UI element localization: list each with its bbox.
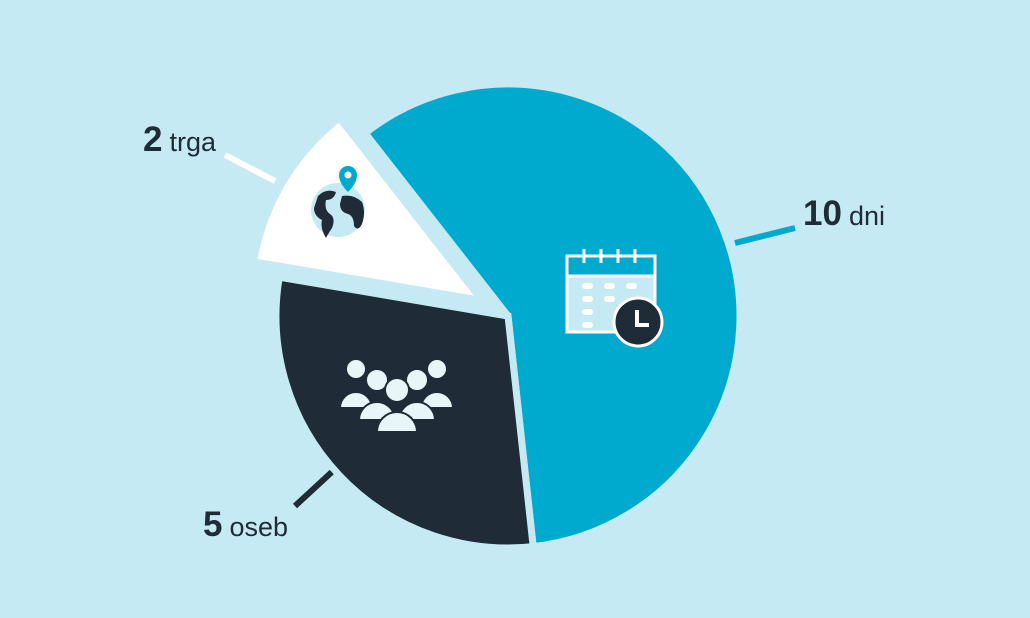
label-oseb: 5 oseb [203, 505, 288, 545]
pie-slice-trga [249, 112, 491, 306]
globe-pin-icon [311, 166, 365, 238]
label-trga: 2 trga [143, 120, 216, 160]
leader-line-trga [223, 152, 277, 184]
leader-line-dni [734, 225, 796, 246]
leader-line-oseb [292, 467, 337, 509]
label-oseb-number: 5 [203, 505, 223, 544]
label-dni-number: 10 [803, 194, 842, 233]
label-trga-unit: trga [169, 127, 216, 157]
calendar-clock-icon [565, 249, 664, 348]
label-oseb-unit: oseb [229, 512, 289, 542]
label-trga-number: 2 [143, 120, 163, 159]
label-dni: 10 dni [803, 194, 885, 234]
label-dni-unit: dni [848, 201, 885, 231]
people-group-icon [338, 358, 455, 433]
pie-slice-dni [360, 80, 744, 551]
